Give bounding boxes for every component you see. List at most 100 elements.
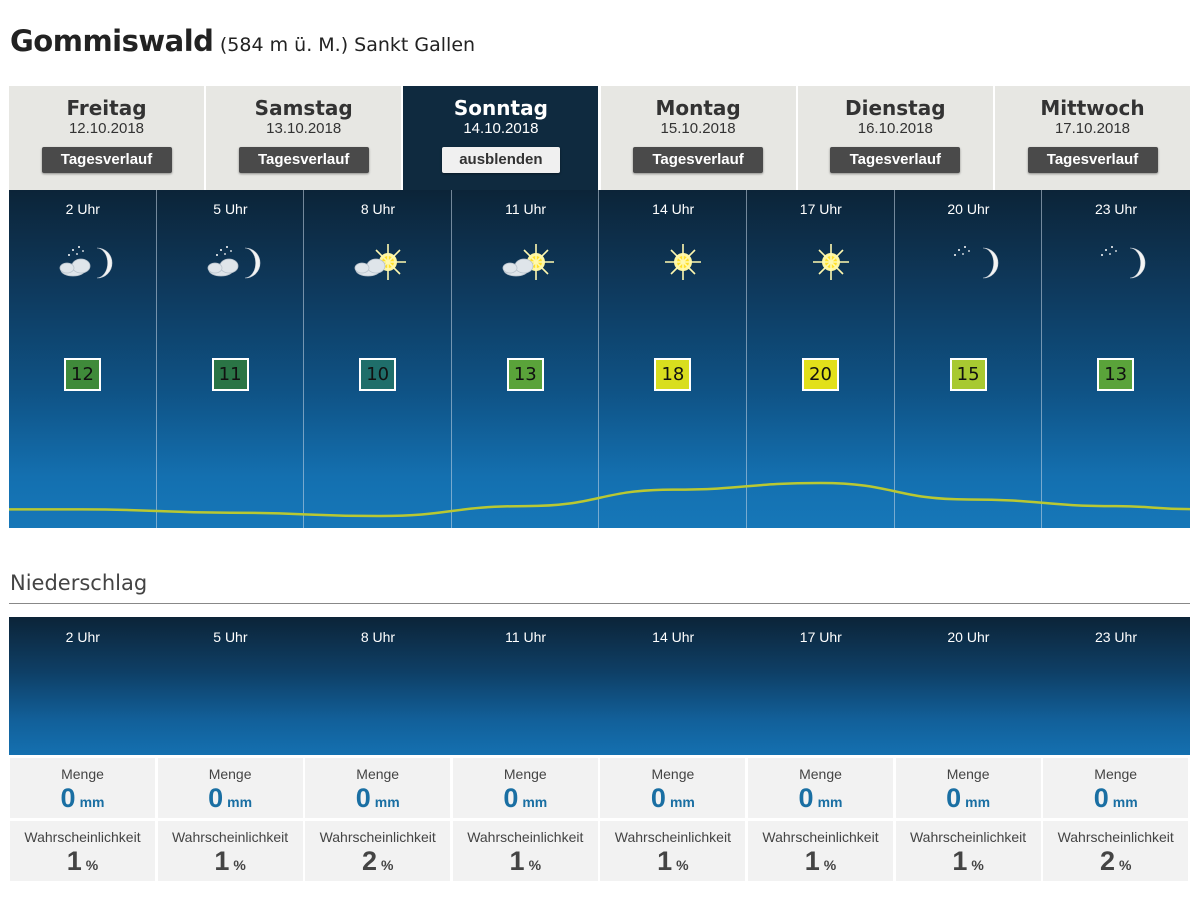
- precip-prob-cell: Wahrscheinlichkeit 1%: [157, 821, 303, 881]
- precip-title: Niederschlag: [10, 571, 148, 595]
- day-detail-button[interactable]: Tagesverlauf: [633, 147, 764, 173]
- prob-value: 1: [657, 846, 673, 876]
- hide-button[interactable]: ausblenden: [441, 147, 560, 173]
- sun-icon: [791, 238, 851, 288]
- forecast-column: 20 Uhr 15: [895, 190, 1043, 528]
- prob-label: Wahrscheinlichkeit: [319, 829, 436, 845]
- temperature-badge: 12: [64, 358, 101, 391]
- column-divider: [303, 190, 305, 528]
- forecast-column: 5 Uhr 11: [157, 190, 305, 528]
- day-tab-4[interactable]: Dienstag 16.10.2018 Tagesverlauf: [797, 86, 993, 190]
- prob-unit: %: [233, 857, 246, 873]
- prob-label: Wahrscheinlichkeit: [467, 829, 584, 845]
- day-name: Mittwoch: [1040, 96, 1145, 120]
- column-divider: [155, 190, 157, 528]
- day-date: 15.10.2018: [660, 120, 736, 137]
- precip-prob-cell: Wahrscheinlichkeit 1%: [452, 821, 598, 881]
- precip-amount-cell: Menge 0 mm: [600, 758, 746, 818]
- day-detail-button[interactable]: Tagesverlauf: [830, 147, 961, 173]
- prob-value: 1: [509, 846, 525, 876]
- amount-value: 0: [1093, 783, 1109, 813]
- prob-unit: %: [528, 857, 542, 873]
- precip-panel: 2 Uhr 5 Uhr 8 Uhr 11 Uhr 14 Uhr 17 Uhr 20 Uhr 2…: [9, 617, 1190, 755]
- forecast-column: 2 Uhr 12: [9, 190, 157, 528]
- precip-column: 11 Uhr: [452, 617, 600, 755]
- amount-label: Menge: [208, 766, 252, 782]
- moon-icon: [1086, 238, 1146, 288]
- precip-amount-cell: Menge 0 mm: [305, 758, 451, 818]
- temperature-badge: 18: [654, 358, 692, 391]
- day-date: 16.10.2018: [857, 120, 933, 137]
- precip-column: 2 Uhr: [9, 617, 157, 755]
- precip-column: 14 Uhr: [599, 617, 747, 755]
- day-tab-2[interactable]: Sonntag 14.10.2018 ausblenden: [403, 86, 599, 192]
- prob-value: 2: [1099, 846, 1115, 876]
- forecast-column: 23 Uhr 13: [1042, 190, 1190, 528]
- precip-cells: Menge 0 mm Wahrscheinlichkeit 1% Menge 0 mm Wahr…: [9, 758, 1190, 882]
- prob-unit: %: [85, 857, 99, 873]
- prob-label: Wahrscheinlichkeit: [24, 829, 141, 845]
- column-divider: [745, 190, 747, 528]
- precip-prob-cell: Wahrscheinlichkeit 1%: [895, 821, 1041, 881]
- prob-unit: %: [676, 857, 689, 873]
- amount-unit: mm: [965, 794, 991, 810]
- temperature-curve: [9, 481, 1190, 518]
- precip-prob-cell: Wahrscheinlichkeit 1%: [600, 821, 746, 881]
- day-name: Montag: [655, 96, 741, 120]
- day-date: 14.10.2018: [463, 120, 539, 137]
- day-tab-0[interactable]: Freitag 12.10.2018 Tagesverlauf: [9, 86, 204, 190]
- hour-label: 2 Uhr: [65, 201, 100, 217]
- temperature-badge: 10: [359, 358, 397, 391]
- day-date: 17.10.2018: [1054, 120, 1131, 137]
- amount-label: Menge: [503, 766, 547, 782]
- precip-column: 20 Uhr: [895, 617, 1043, 755]
- precip-prob-cell: Wahrscheinlichkeit 2%: [1043, 821, 1189, 881]
- precip-divider: [9, 603, 1190, 604]
- hour-label: 17 Uhr: [799, 201, 842, 217]
- moon-cloud-icon: [53, 238, 113, 288]
- column-divider: [1041, 190, 1043, 528]
- temperature-badge: 13: [1097, 358, 1135, 391]
- prob-value: 1: [804, 846, 820, 876]
- prob-label: Wahrscheinlichkeit: [614, 829, 731, 845]
- day-date: 13.10.2018: [266, 120, 342, 137]
- amount-unit: mm: [669, 794, 695, 810]
- precip-hour-label: 2 Uhr: [65, 629, 100, 645]
- day-tabs: Freitag 12.10.2018 Tagesverlauf Samstag 13.1…: [9, 86, 1190, 192]
- day-detail-button[interactable]: Tagesverlauf: [238, 147, 369, 173]
- precip-amount-cell: Menge 0 mm: [157, 758, 303, 818]
- amount-label: Menge: [946, 766, 990, 782]
- forecast-column: 14 Uhr 18: [599, 190, 747, 528]
- prob-unit: %: [823, 857, 837, 873]
- forecast-panel: 2 Uhr 12 5 Uhr 11 8 Uhr 10 11 Uhr 13 14 Uhr 18 17 …: [9, 190, 1190, 528]
- amount-unit: mm: [79, 794, 105, 810]
- amount-value: 0: [355, 783, 371, 813]
- temperature-badge: 11: [211, 358, 249, 391]
- prob-label: Wahrscheinlichkeit: [762, 829, 879, 845]
- day-detail-button[interactable]: Tagesverlauf: [1027, 147, 1158, 173]
- amount-unit: mm: [522, 794, 548, 810]
- hour-label: 11 Uhr: [505, 201, 547, 217]
- location-title: Gommiswald (584 m ü. M.) Sankt Gallen: [10, 24, 475, 58]
- precip-prob-cell: Wahrscheinlichkeit 1%: [748, 821, 893, 881]
- precip-amount-cell: Menge 0 mm: [748, 758, 893, 818]
- precip-prob-cell: Wahrscheinlichkeit 1%: [10, 821, 155, 881]
- amount-value: 0: [503, 783, 519, 813]
- forecast-column: 17 Uhr 20: [747, 190, 895, 528]
- day-tab-3[interactable]: Montag 15.10.2018 Tagesverlauf: [600, 86, 796, 190]
- day-tab-5[interactable]: Mittwoch 17.10.2018 Tagesverlauf: [995, 86, 1190, 190]
- moon-icon: [939, 238, 999, 288]
- prob-label: Wahrscheinlichkeit: [909, 829, 1027, 845]
- amount-label: Menge: [61, 766, 104, 782]
- prob-value: 1: [214, 846, 230, 876]
- precip-hour-label: 14 Uhr: [652, 629, 695, 645]
- hour-label: 8 Uhr: [360, 201, 396, 217]
- amount-label: Menge: [799, 766, 842, 782]
- day-detail-button[interactable]: Tagesverlauf: [41, 147, 172, 173]
- sun-cloud-icon: [348, 238, 408, 288]
- hour-label: 20 Uhr: [947, 201, 990, 217]
- amount-unit: mm: [374, 794, 400, 810]
- amount-value: 0: [60, 783, 76, 813]
- day-tab-1[interactable]: Samstag 13.10.2018 Tagesverlauf: [206, 86, 402, 190]
- precip-hour-label: 5 Uhr: [213, 629, 248, 645]
